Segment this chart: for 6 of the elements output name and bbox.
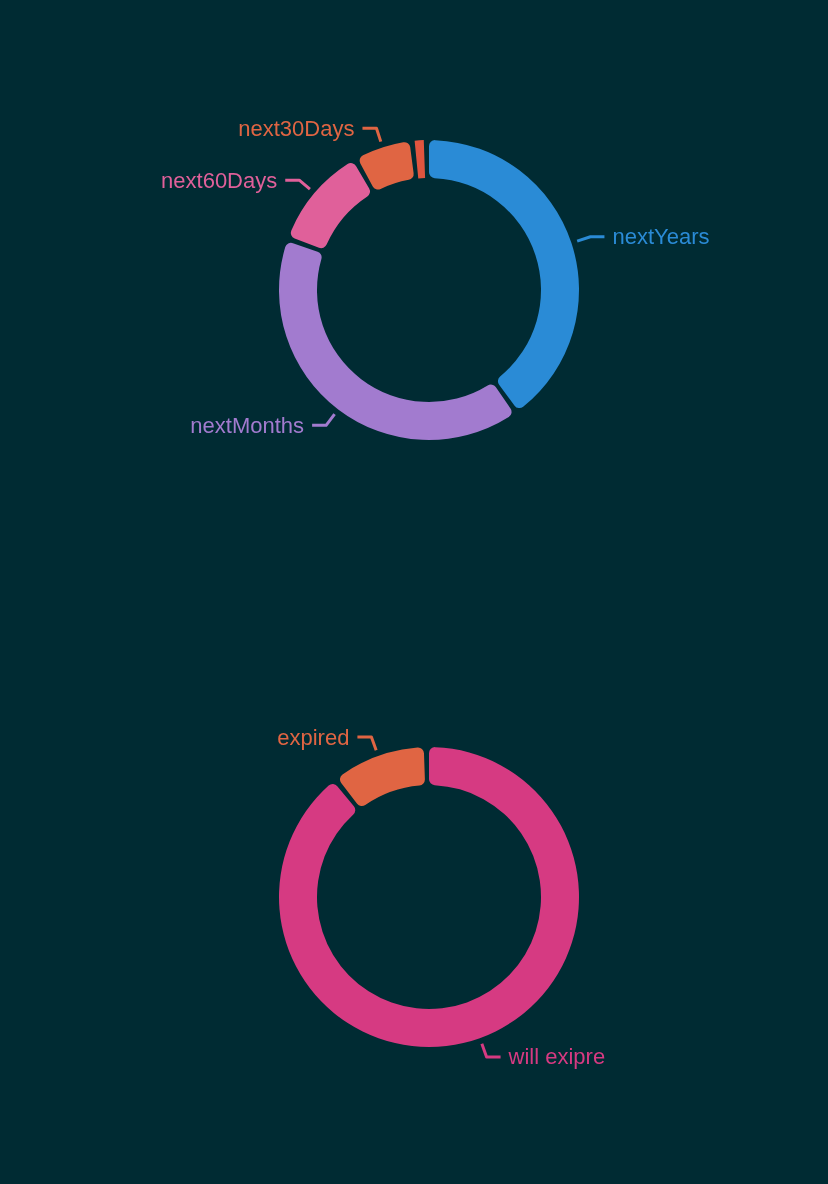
slice-label: next60Days [161,167,278,193]
slice-label: next30Days [238,115,355,141]
slice-label: expired [277,724,350,750]
slice-label: will exipre [507,1044,606,1070]
slice-label: nextYears [612,224,710,250]
slice-label: nextMonths [190,412,305,438]
